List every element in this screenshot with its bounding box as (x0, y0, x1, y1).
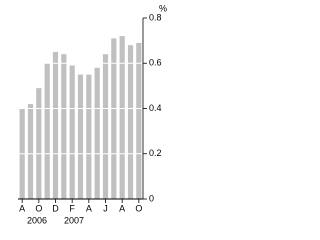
x-tick-label: O (135, 203, 142, 213)
x-tick-label: A (19, 203, 25, 213)
bar (127, 45, 134, 200)
bar (136, 42, 142, 200)
bar (94, 67, 100, 200)
y-tick-label: 0.6 (149, 58, 162, 68)
x-tick-label: D (52, 203, 59, 213)
bar (44, 63, 50, 199)
y-axis-label: % (159, 3, 167, 13)
bar (86, 74, 92, 199)
chart: % 2006 2007 A O D F A J A O00.20.40.60.8 (18, 3, 167, 225)
y-tick-label: 0 (149, 193, 154, 203)
bar (27, 103, 34, 199)
y-tick-label: 0.2 (149, 148, 162, 158)
page: {"chart_data": {"type": "bar", "y_label"… (18, 3, 168, 226)
x-tick-label: A (86, 203, 92, 213)
y-tick-label: 0.8 (149, 12, 162, 22)
bar (102, 54, 109, 200)
bar (69, 65, 75, 199)
x-tick-label: J (103, 203, 108, 213)
x-tick-label: A (119, 203, 125, 213)
bar (52, 51, 59, 199)
year-label: 2007 (64, 215, 84, 225)
bar (119, 36, 125, 199)
bar (77, 74, 84, 199)
bar (111, 38, 117, 199)
bar (36, 88, 42, 199)
x-tick-label: O (35, 203, 42, 213)
bar (61, 54, 67, 200)
x-tick-label: F (69, 203, 75, 213)
year-label: 2006 (27, 215, 47, 225)
y-tick-label: 0.4 (149, 103, 162, 113)
